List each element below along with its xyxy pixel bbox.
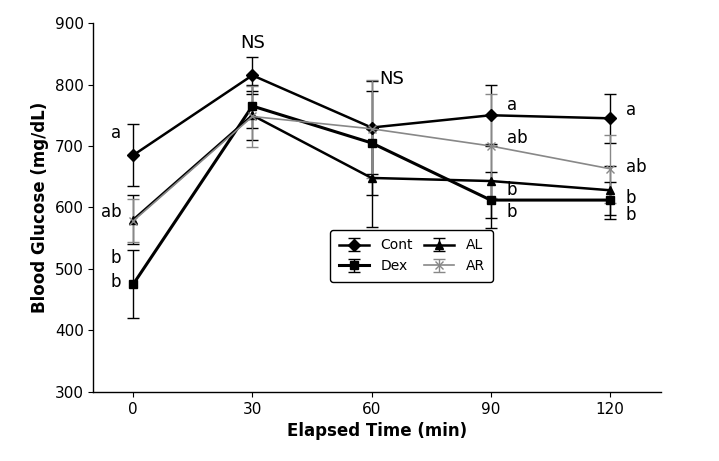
Text: b: b [111, 249, 122, 267]
Text: a: a [626, 101, 636, 119]
Legend: Cont, Dex, AL, AR: Cont, Dex, AL, AR [330, 230, 493, 282]
Text: NS: NS [240, 34, 265, 52]
Text: b: b [111, 273, 122, 291]
Text: NS: NS [380, 70, 404, 88]
Text: b: b [626, 189, 636, 207]
Text: ab: ab [507, 129, 527, 147]
Text: a: a [111, 124, 122, 142]
Text: b: b [626, 206, 636, 224]
Text: ab: ab [101, 203, 122, 221]
X-axis label: Elapsed Time (min): Elapsed Time (min) [288, 422, 467, 440]
Text: b: b [507, 181, 517, 199]
Text: a: a [507, 96, 517, 114]
Text: b: b [507, 203, 517, 221]
Text: ab: ab [626, 158, 646, 176]
Y-axis label: Blood Glucose (mg/dL): Blood Glucose (mg/dL) [31, 102, 49, 313]
